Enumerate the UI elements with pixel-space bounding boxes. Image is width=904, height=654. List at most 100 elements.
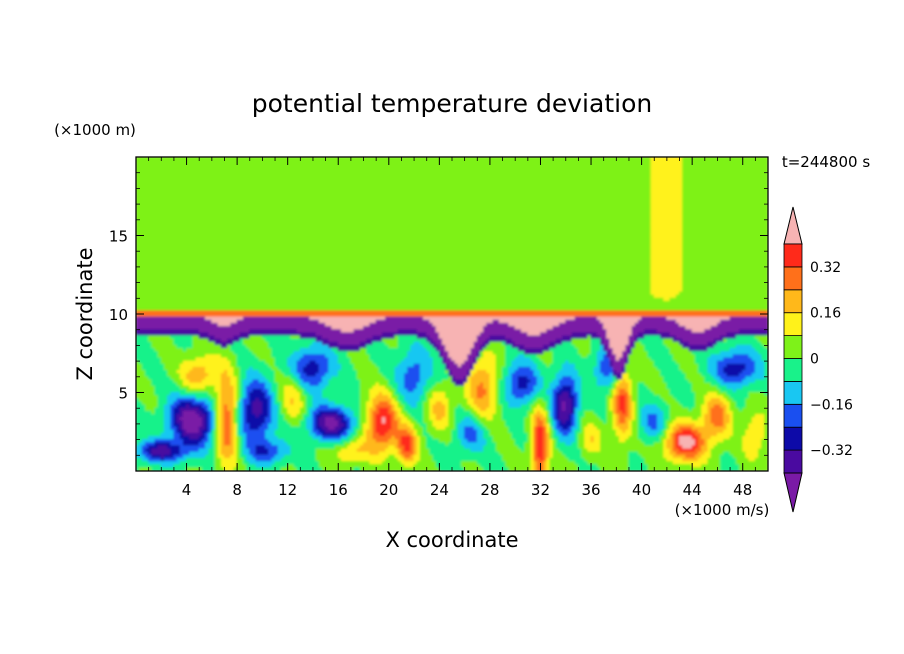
field-cell (584, 426, 598, 431)
field-cell (669, 432, 674, 437)
field-cell (363, 426, 371, 431)
field-cell (726, 410, 734, 415)
field-cell (549, 432, 554, 437)
field-cell (410, 448, 415, 453)
field-cell (650, 250, 684, 255)
field-cell (211, 445, 216, 450)
field-cell (701, 410, 709, 415)
field-cell (577, 410, 586, 415)
field-cell (505, 360, 513, 365)
field-cell (502, 410, 529, 415)
field-cell (296, 370, 304, 375)
field-cell (691, 426, 728, 431)
field-cell (650, 203, 684, 208)
field-cell (397, 363, 415, 368)
field-cell (745, 398, 768, 403)
field-cell (239, 366, 251, 372)
field-cell (476, 435, 485, 441)
field-cell (723, 417, 731, 422)
field-cell (280, 404, 286, 409)
field-cell (596, 354, 605, 359)
field-cell (502, 341, 507, 346)
field-cell (549, 451, 554, 456)
field-cell (533, 385, 545, 390)
field-cell (173, 407, 181, 412)
field-cell (637, 417, 643, 422)
field-cell (641, 454, 665, 459)
field-cell (277, 445, 292, 450)
field-cell (246, 417, 267, 422)
field-cell (413, 435, 418, 441)
field-cell (467, 379, 472, 384)
field-cell (271, 417, 279, 422)
field-cell (432, 344, 440, 350)
field-cell (347, 432, 352, 437)
field-cell (410, 420, 418, 425)
field-cell (609, 338, 630, 343)
field-cell (293, 398, 301, 403)
field-cell (432, 410, 447, 415)
field-cell (255, 398, 260, 403)
field-cell (508, 426, 526, 431)
field-cell (410, 445, 415, 450)
field-cell (650, 288, 684, 293)
field-cell (514, 370, 535, 375)
field-cell (394, 388, 399, 393)
field-cell (261, 401, 270, 406)
field-cell (136, 291, 652, 296)
field-cell (536, 376, 545, 381)
field-cell (413, 457, 421, 463)
field-cell (615, 382, 620, 387)
field-cell (284, 454, 317, 459)
field-cell (280, 401, 286, 406)
field-cell (233, 429, 238, 434)
field-cell (590, 435, 595, 441)
field-cell (321, 426, 330, 431)
field-cell (600, 445, 665, 450)
field-cell (517, 385, 529, 390)
field-cell (495, 404, 504, 409)
field-cell (328, 370, 339, 375)
field-cell (400, 417, 409, 422)
field-cell (239, 379, 244, 384)
heatmap-field (136, 157, 768, 471)
field-cell (600, 448, 665, 453)
field-cell (679, 435, 693, 441)
field-cell (581, 423, 589, 428)
field-cell (457, 404, 462, 409)
field-cell (489, 398, 497, 403)
field-cell (413, 341, 421, 346)
field-cell (315, 451, 339, 456)
field-cell (571, 385, 576, 390)
field-cell (508, 366, 519, 372)
field-cell (682, 457, 699, 463)
field-cell (562, 407, 567, 412)
field-cell (669, 351, 693, 356)
field-cell (198, 335, 216, 340)
field-cell (271, 407, 279, 412)
field-cell (508, 401, 529, 406)
field-cell (543, 461, 548, 466)
field-cell (242, 388, 248, 393)
field-cell (302, 388, 308, 393)
field-cell (217, 445, 222, 450)
field-cell (388, 379, 396, 384)
field-cell (334, 426, 342, 431)
field-cell (318, 439, 342, 444)
field-cell (710, 413, 725, 419)
field-cell (476, 429, 485, 434)
field-cell (328, 404, 346, 409)
field-cell (533, 464, 538, 469)
field-cell (473, 360, 478, 365)
field-cell (707, 360, 718, 365)
field-cell (136, 398, 140, 403)
field-cell (701, 413, 706, 419)
field-cell (758, 448, 768, 453)
field-cell (176, 457, 188, 463)
field-cell (495, 445, 519, 450)
field-cell (546, 417, 551, 422)
field-cell (173, 429, 178, 434)
field-cell (467, 376, 472, 381)
field-cell (136, 439, 143, 444)
field-cell (138, 398, 159, 403)
